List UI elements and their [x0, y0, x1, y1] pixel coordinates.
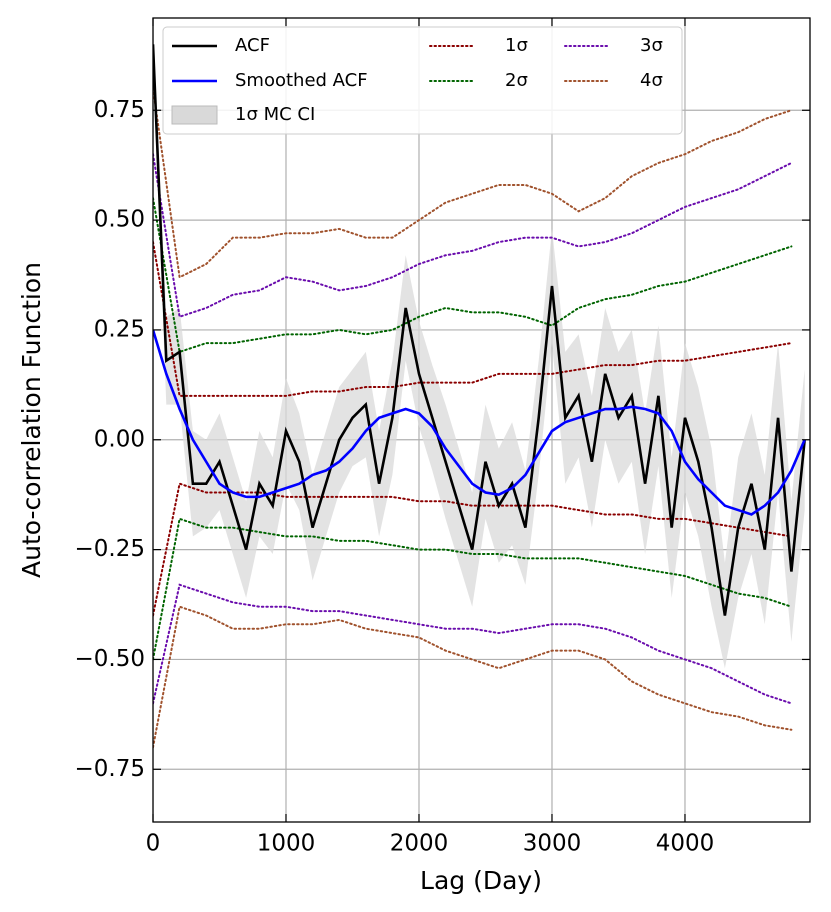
x-axis-label: Lag (Day) — [420, 866, 542, 895]
x-tick-label: 1000 — [257, 831, 316, 857]
legend-label: Smoothed ACF — [235, 70, 368, 91]
y-tick-label: −0.50 — [75, 646, 145, 672]
plot-frame — [152, 17, 811, 823]
legend-label: 1σ — [505, 35, 528, 56]
legend-label: 1σ MC CI — [235, 104, 315, 125]
y-axis-label: Auto-correlation Function — [17, 262, 46, 578]
y-tick-label: −0.25 — [75, 536, 145, 562]
y-tick-label: 0.50 — [94, 207, 145, 233]
x-tick-label: 0 — [146, 831, 161, 857]
y-tick-label: 0.75 — [94, 97, 145, 123]
legend: ACF Smoothed ACF 1σ MC CI 1σ 2σ 3σ 4σ — [162, 26, 683, 135]
sigma-line — [153, 87, 793, 279]
sigma-line — [153, 241, 793, 397]
sigma-line — [153, 517, 793, 661]
y-tick-label: −0.75 — [75, 756, 145, 782]
sigma-line — [153, 197, 793, 354]
legend-label: 2σ — [505, 70, 528, 91]
sigma-line — [153, 482, 793, 617]
ci-band — [153, 22, 805, 669]
y-tick-label: 0.00 — [94, 426, 145, 452]
x-tick-label: 4000 — [656, 831, 715, 857]
y-tick-label: 0.25 — [94, 316, 145, 342]
legend-swatch — [171, 105, 218, 125]
series-line — [153, 44, 806, 616]
sigma-line — [153, 153, 793, 319]
legend-label: 3σ — [640, 35, 663, 56]
plot-area — [153, 18, 810, 822]
legend-box — [162, 26, 683, 135]
series-line — [153, 329, 806, 516]
sigma-line — [153, 583, 793, 705]
x-tick-label: 3000 — [523, 831, 582, 857]
legend-label: 4σ — [640, 70, 663, 91]
sigma-line — [153, 605, 793, 749]
legend-label: ACF — [235, 35, 270, 56]
x-tick-label: 2000 — [390, 831, 449, 857]
